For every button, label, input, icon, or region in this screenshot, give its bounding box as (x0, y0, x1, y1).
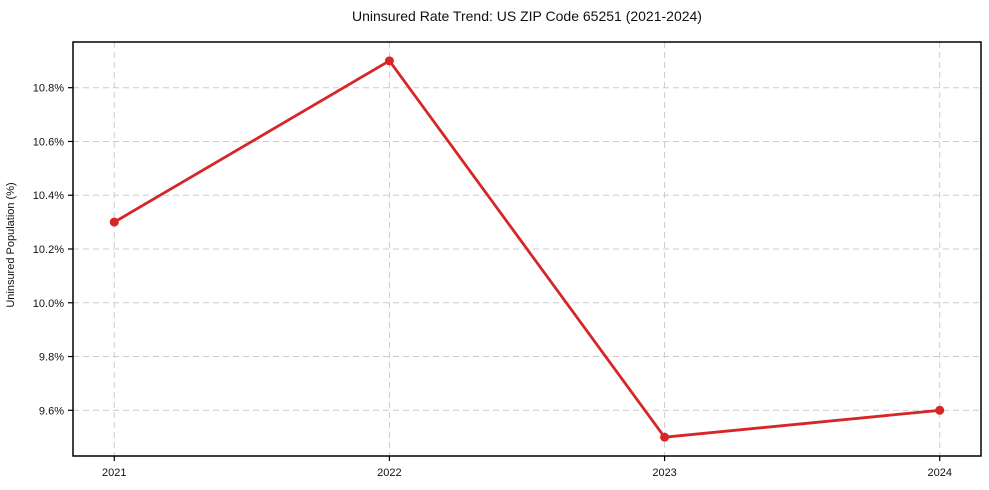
y-tick-label: 10.2% (33, 244, 64, 256)
data-point-2024 (935, 405, 945, 415)
y-tick-label: 10.6% (33, 136, 64, 148)
x-tick-label: 2023 (652, 467, 676, 479)
y-tick-label: 9.8% (39, 352, 64, 364)
data-point-2023 (660, 432, 670, 442)
chart-title: Uninsured Rate Trend: US ZIP Code 65251 … (352, 8, 702, 24)
x-tick-label: 2021 (102, 467, 126, 479)
y-tick-label: 10.8% (33, 83, 64, 95)
data-point-2021 (109, 217, 119, 227)
y-tick-label: 10.4% (33, 190, 64, 202)
trend-line (112, 59, 942, 439)
data-point-2022 (384, 56, 394, 66)
y-tick-label: 9.6% (39, 405, 64, 417)
x-tick-label: 2024 (927, 467, 951, 479)
y-tick-label: 10.0% (33, 298, 64, 310)
x-tick-label: 2022 (377, 467, 401, 479)
